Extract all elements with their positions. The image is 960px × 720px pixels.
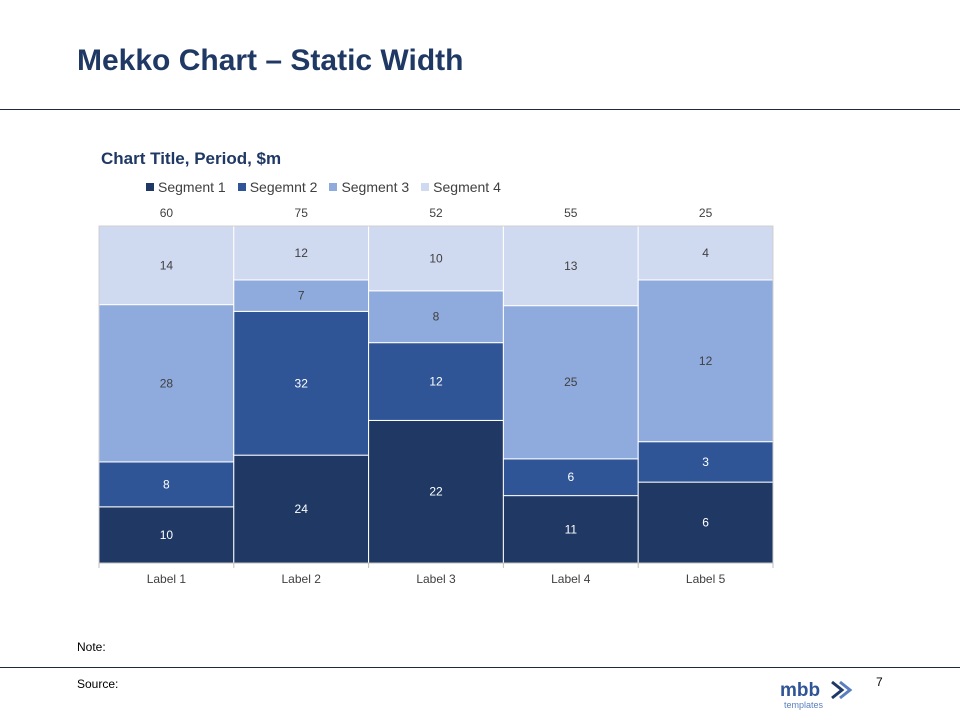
column-total-label: 55	[564, 206, 578, 220]
segment-value-label: 14	[160, 258, 174, 272]
category-tick-label: Label 2	[282, 572, 322, 586]
logo-text: mbb	[780, 680, 820, 701]
legend-swatch-segment-4	[421, 183, 430, 191]
mekko-segment	[502, 225, 639, 307]
segment-value-label: 6	[702, 516, 709, 530]
mekko-segment	[637, 481, 774, 564]
legend-label-segment-1: Segment 1	[158, 179, 226, 195]
column-total-label: 25	[699, 206, 713, 220]
segment-value-label: 8	[433, 310, 440, 324]
legend-label-segment-3: Segment 3	[341, 179, 410, 195]
legend-label-segment-4: Segment 4	[433, 179, 501, 195]
chart-legend: Segment 1 Segemnt 2 Segment 3 Segment 4	[146, 178, 513, 196]
segment-value-label: 25	[564, 375, 578, 389]
mekko-segment	[502, 495, 639, 564]
legend-swatch-segment-1	[146, 183, 154, 191]
mekko-segment	[98, 304, 235, 463]
slide-title: Mekko Chart – Static Width	[77, 44, 464, 77]
mekko-segment	[502, 305, 639, 460]
category-tick-label: Label 3	[416, 572, 456, 586]
logo-chevron-icon	[831, 680, 845, 700]
footer-note: Note:	[77, 640, 106, 654]
segment-value-label: 7	[298, 289, 305, 303]
mekko-segment	[368, 419, 504, 564]
title-divider	[0, 109, 960, 110]
page-number: 7	[876, 675, 883, 689]
segment-value-label: 11	[565, 522, 578, 536]
mbb-templates-logo: mbb templates	[780, 680, 853, 710]
column-total-label: 52	[429, 206, 443, 220]
segment-value-label: 32	[295, 376, 309, 390]
mekko-segment	[233, 279, 370, 312]
mekko-segment	[98, 461, 235, 508]
category-tick-label: Label 5	[686, 572, 726, 586]
segment-value-label: 8	[163, 477, 170, 491]
legend-item-segment-2: Segemnt 2	[237, 179, 318, 195]
segment-value-label: 24	[295, 502, 309, 516]
segment-value-label: 10	[429, 251, 443, 265]
chart-title: Chart Title, Period, $m	[101, 149, 282, 168]
logo-chevron-icon	[839, 680, 853, 700]
category-tick-label: Label 1	[147, 572, 187, 586]
segment-value-label: 22	[429, 485, 443, 499]
category-tick-label: Label 4	[551, 572, 591, 586]
segment-value-label: 28	[160, 376, 174, 390]
mekko-segment	[98, 225, 235, 306]
mekko-segment	[233, 310, 370, 456]
segment-value-label: 10	[160, 528, 174, 542]
mekko-segment	[233, 454, 370, 564]
footer-divider	[0, 667, 960, 668]
mekko-segment	[368, 225, 504, 292]
legend-item-segment-1: Segment 1	[146, 179, 226, 195]
mekko-segment	[502, 458, 639, 497]
legend-swatch-segment-3	[329, 183, 338, 191]
mekko-segment	[637, 225, 774, 281]
legend-item-segment-3: Segment 3	[329, 179, 409, 195]
segment-value-label: 4	[702, 246, 709, 260]
footer-source: Source:	[77, 677, 119, 691]
segment-value-label: 12	[429, 375, 443, 389]
segment-value-label: 6	[567, 470, 574, 484]
segment-value-label: 13	[564, 259, 578, 273]
legend-item-segment-4: Segment 4	[421, 179, 501, 195]
segment-value-label: 12	[295, 246, 309, 260]
segment-value-label: 3	[702, 455, 709, 469]
segment-value-label: 12	[699, 354, 713, 368]
legend-label-segment-2: Segemnt 2	[249, 179, 318, 195]
column-total-label: 60	[160, 206, 174, 220]
logo-subtext: templates	[784, 700, 824, 710]
mekko-segment	[368, 342, 504, 421]
mekko-segment	[98, 506, 235, 564]
column-total-label: 75	[295, 206, 309, 220]
mekko-segment	[637, 441, 774, 483]
legend-swatch-segment-2	[237, 183, 246, 191]
